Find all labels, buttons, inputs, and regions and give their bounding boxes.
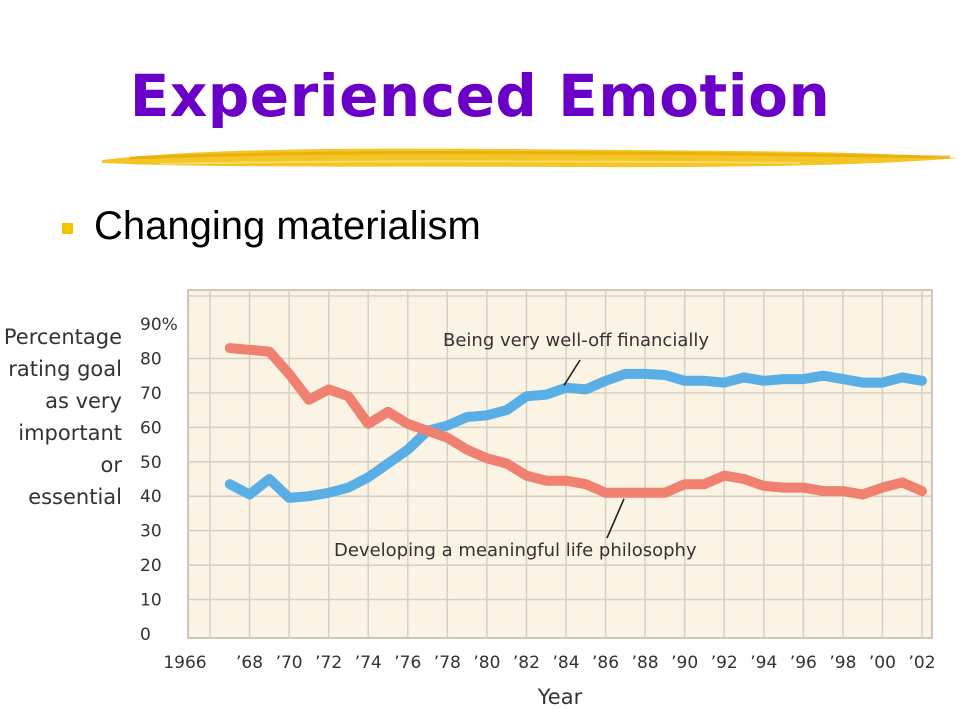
x-tick-label: ’90 xyxy=(671,653,698,673)
annotation-philosophy: Developing a meaningful life philosophy xyxy=(334,540,697,561)
y-axis-title-line: essential xyxy=(28,485,122,509)
x-tick-label: ’80 xyxy=(473,653,500,673)
x-tick-labels: 1966 ’68 ’70 ’72 ’74 ’76 ’78 ’80 ’82 ’84 ’86 ’88 ’90… xyxy=(163,653,935,673)
x-tick-label: ’70 xyxy=(276,653,303,673)
y-tick-label: 20 xyxy=(140,556,162,576)
series-annotations: Being very well-off financially Developin… xyxy=(334,330,709,561)
y-axis-title-line: as very xyxy=(45,389,122,413)
x-tick-label: ’74 xyxy=(355,653,382,673)
x-tick-label: ’84 xyxy=(552,653,579,673)
title-underline-brush xyxy=(102,148,958,168)
materialism-line-chart: Percentage rating goal as very important or e… xyxy=(4,289,936,709)
y-tick-label: 30 xyxy=(140,522,162,542)
x-tick-label: ’82 xyxy=(513,653,540,673)
y-tick-label: 10 xyxy=(140,591,162,611)
x-tick-label: ’72 xyxy=(315,653,342,673)
x-axis-title: Year xyxy=(537,685,583,709)
series-lines xyxy=(224,343,927,503)
y-tick-label: 80 xyxy=(140,349,162,369)
x-tick-label: ’68 xyxy=(236,653,263,673)
x-tick-label: ’94 xyxy=(750,653,777,673)
y-tick-label: 40 xyxy=(140,487,162,507)
y-axis-title: Percentage rating goal as very important or e… xyxy=(4,325,123,509)
y-tick-label: 0 xyxy=(140,625,151,645)
y-axis-title-line: rating goal xyxy=(8,357,122,381)
x-tick-label: ’78 xyxy=(434,653,461,673)
grid-lines xyxy=(188,290,932,638)
y-axis-title-line: Percentage xyxy=(4,325,122,349)
x-tick-label: ’92 xyxy=(711,653,738,673)
x-tick-label: ’88 xyxy=(632,653,659,673)
y-axis-title-line: important xyxy=(18,421,122,445)
bullet-text: Changing materialism xyxy=(94,204,481,248)
series-line-financial xyxy=(224,368,927,503)
annotation-leader-financial xyxy=(563,359,581,386)
y-tick-label: 50 xyxy=(140,453,162,473)
annotation-financial: Being very well-off financially xyxy=(443,330,709,351)
y-tick-label: 60 xyxy=(140,418,162,438)
y-axis-title-line: or xyxy=(101,453,123,477)
y-tick-label: 70 xyxy=(140,384,162,404)
x-tick-label: ’00 xyxy=(869,653,896,673)
x-tick-label: ’98 xyxy=(829,653,856,673)
bullet-marker xyxy=(62,223,73,234)
x-tick-label: ’02 xyxy=(908,653,935,673)
plot-background xyxy=(187,289,933,639)
y-tick-label: 90% xyxy=(140,315,178,335)
slide-title: Experienced Emotion xyxy=(129,62,831,130)
x-tick-label: ’76 xyxy=(394,653,421,673)
series-line-philosophy xyxy=(224,343,927,500)
x-tick-label: ’96 xyxy=(790,653,817,673)
x-tick-label: ’86 xyxy=(592,653,619,673)
y-tick-labels: 0 10 20 30 40 50 60 70 80 90% xyxy=(140,315,178,645)
x-tick-label: 1966 xyxy=(163,653,206,673)
annotation-leader-philosophy xyxy=(606,498,625,539)
